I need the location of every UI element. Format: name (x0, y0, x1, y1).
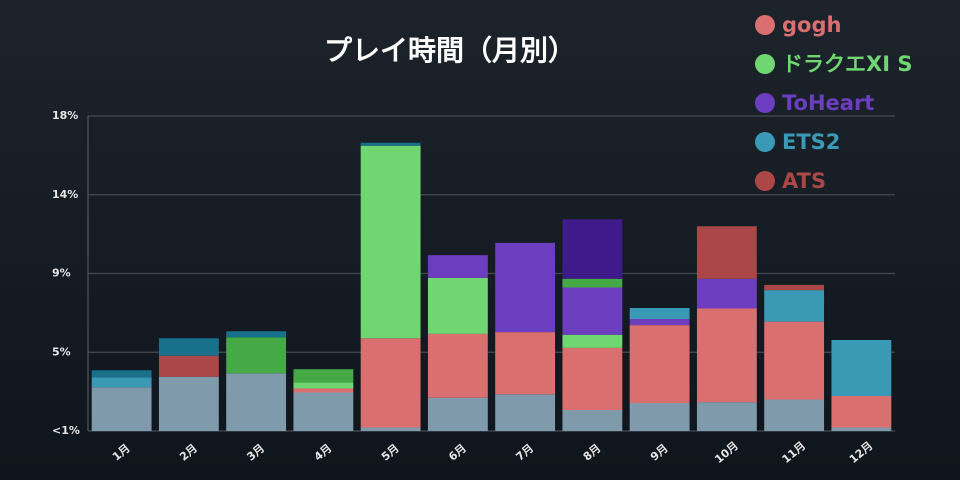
bar-segment (764, 284, 825, 291)
y-tick-label: 18% (52, 109, 78, 122)
legend-swatch (755, 15, 775, 35)
bar-segment (831, 340, 892, 396)
bar-segment (427, 333, 488, 398)
bar-segment (427, 277, 488, 334)
y-tick-label: 5% (52, 345, 71, 358)
bar-segment (360, 427, 421, 431)
bar-segment (562, 410, 623, 431)
bar-segment (562, 347, 623, 410)
bar-segment (427, 255, 488, 278)
bar-segment (495, 242, 556, 333)
bar-segment (562, 278, 623, 288)
bar-segment (764, 399, 825, 431)
bar-segment (764, 321, 825, 400)
y-tick-label: <1% (52, 424, 80, 437)
bar-segment (495, 332, 556, 395)
bar-segment (831, 396, 892, 428)
y-tick-label: 14% (52, 188, 78, 201)
bar-segment (562, 219, 623, 279)
bar-segment (158, 355, 219, 377)
bar-segment (831, 427, 892, 431)
bar-segment (629, 307, 690, 319)
bar-segment (562, 287, 623, 335)
bar-segment (629, 319, 690, 326)
legend-label: ATS (782, 169, 826, 193)
bar-segment (495, 394, 556, 431)
bar-segment (427, 397, 488, 431)
bar-segment (360, 338, 421, 428)
bar-segment (562, 334, 623, 348)
bar-segment (293, 392, 354, 431)
bar-segment (91, 370, 152, 378)
bar-segment (226, 331, 287, 338)
y-tick-label: 9% (52, 267, 71, 280)
bar-segment (158, 376, 219, 431)
legend-swatch (755, 132, 775, 152)
bar-segment (360, 142, 421, 146)
bar-segment (696, 226, 757, 279)
bar-segment (226, 337, 287, 374)
bar-segment (293, 369, 354, 383)
bar-segment (226, 373, 287, 431)
bar-segment (696, 278, 757, 309)
bar-segment (91, 377, 152, 388)
bar-segment (158, 338, 219, 356)
bar-segment (293, 382, 354, 389)
bar-segment (293, 388, 354, 393)
legend-swatch (755, 171, 775, 191)
bar-segment (696, 308, 757, 403)
bar-segment (360, 145, 421, 339)
legend-label: ETS2 (782, 130, 840, 154)
bar-segment (696, 402, 757, 431)
legend-swatch (755, 93, 775, 113)
bar-segment (764, 290, 825, 322)
bar-segment (629, 403, 690, 431)
legend-label: ドラクエXI S (782, 52, 912, 76)
legend-label: ToHeart (782, 91, 874, 115)
chart-title: プレイ時間（月別） (324, 34, 576, 67)
legend-swatch (755, 54, 775, 74)
bar-segment (91, 387, 152, 431)
legend-label: gogh (782, 13, 841, 37)
bar-segment (629, 325, 690, 403)
